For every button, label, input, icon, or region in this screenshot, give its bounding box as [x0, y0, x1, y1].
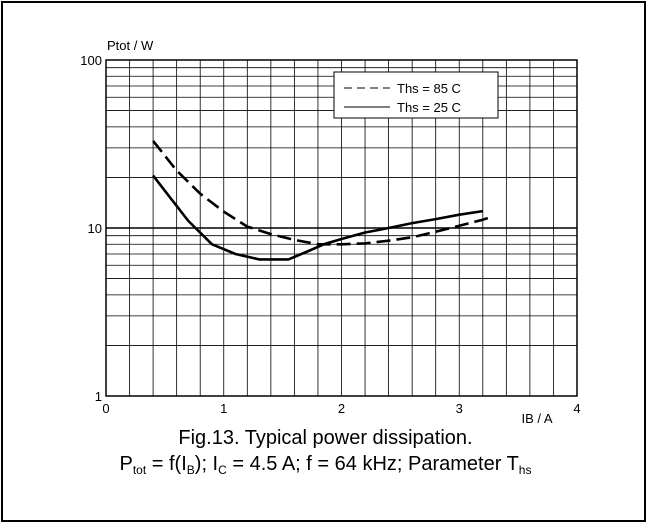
figure-caption-title: Fig.13. Typical power dissipation.: [178, 427, 473, 449]
y-axis-label: Ptot / W: [107, 38, 154, 53]
x-axis-label: IB / A: [521, 411, 552, 426]
caption-subscript: C: [218, 463, 227, 477]
series-line: [152, 174, 483, 261]
y-tick-label: 100: [80, 53, 102, 68]
plot-area: [105, 59, 578, 397]
x-tick-label: 1: [220, 401, 227, 416]
caption-text: ); I: [194, 453, 219, 475]
series-line: [152, 140, 490, 246]
y-tick-label: 10: [88, 221, 102, 236]
legend-box: [333, 71, 499, 119]
x-tick-label: 4: [573, 401, 580, 416]
figure-caption-parameters: Ptot = f(IB); IC = 4.5 A; f = 64 kHz; Pa…: [0, 452, 651, 482]
caption-subscript: B: [186, 463, 195, 477]
series-layer: [152, 140, 490, 261]
legend-label: Ths = 85 C: [397, 81, 461, 96]
caption-subscript: hs: [518, 463, 532, 477]
caption-subscript: tot: [132, 463, 147, 477]
x-tick-label: 0: [102, 401, 109, 416]
caption-text: P: [119, 453, 133, 475]
y-tick-label: 1: [95, 389, 102, 404]
caption-text: = f(I: [146, 453, 187, 475]
caption-text: = 4.5 A; f = 64 kHz; Parameter T: [226, 453, 519, 475]
x-tick-label: 3: [456, 401, 463, 416]
legend-label: Ths = 25 C: [397, 100, 461, 115]
legend: Ths = 85 C Ths = 25 C: [333, 71, 499, 119]
figure-frame: [1, 1, 646, 522]
x-tick-label: 2: [338, 401, 345, 416]
